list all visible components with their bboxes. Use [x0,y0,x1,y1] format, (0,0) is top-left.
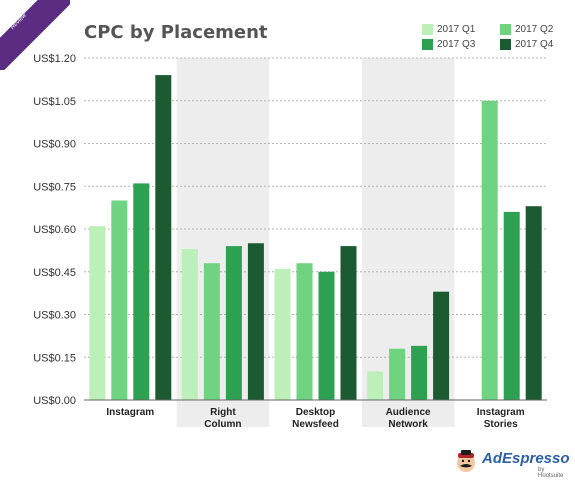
x-tick-label-line: Newsfeed [292,419,339,430]
mascot-icon [457,450,475,472]
bar [389,348,406,400]
y-tick-label: US$0.30 [33,310,76,322]
y-tick-label: US$0.90 [33,139,76,151]
legend-swatch-q3 [422,39,433,50]
y-tick-label: US$1.20 [33,53,76,65]
legend-item-q4: 2017 Q4 [500,39,562,50]
x-tick-label-line: Stories [484,419,518,430]
bar [411,345,428,400]
adespresso-logo: AdEspresso by Hootsuite [454,448,570,479]
x-tick-label: Instagram [106,407,154,418]
legend-item-q2: 2017 Q2 [500,24,562,35]
bar [89,226,106,400]
legend-swatch-q4 [500,39,511,50]
legend-label-q3: 2017 Q3 [437,39,476,50]
y-tick-label: US$0.45 [33,267,76,279]
bar [274,268,291,400]
legend-item-q1: 2017 Q1 [422,24,500,35]
bar [225,246,242,400]
x-tick-label-line: Desktop [296,407,335,418]
x-tick-label: Right Column [204,407,241,430]
legend-label-q4: 2017 Q4 [515,39,554,50]
chart-legend: 2017 Q1 2017 Q2 2017 Q3 2017 Q4 [422,24,562,50]
x-tick-label-line: Right [210,407,236,418]
x-tick-label-line: Network [388,419,428,430]
y-tick-label: US$1.05 [33,96,76,108]
bar [481,100,498,400]
bar [111,200,128,400]
legend-item-q3: 2017 Q3 [422,39,500,50]
bar [340,246,357,400]
logo-wordmark: AdEspresso [482,450,570,467]
logo-byline: by Hootsuite [538,467,564,479]
bar [181,248,198,400]
x-tick-label-line: Column [204,419,241,430]
x-tick-label: Instagram Stories [477,407,525,430]
bar [525,206,542,400]
bar [133,183,150,400]
bar [318,271,335,400]
y-tick-label: US$0.75 [33,181,76,193]
chart-title: CPC by Placement [84,22,268,43]
x-tick-label-line: Audience [386,407,431,418]
legend-label-q2: 2017 Q2 [515,24,554,35]
bar [155,75,172,400]
bar [247,243,264,400]
bar [367,371,384,400]
x-tick-label-line: Instagram [106,407,154,418]
legend-label-q1: 2017 Q1 [437,24,476,35]
y-tick-label: US$0.60 [33,224,76,236]
legend-swatch-q2 [500,24,511,35]
x-tick-label: Desktop Newsfeed [292,407,339,430]
x-tick-label-line: Instagram [477,407,525,418]
y-tick-label: US$0.00 [33,395,76,407]
x-tick-label: Audience Network [386,407,431,430]
bar [503,211,520,400]
legend-swatch-q1 [422,24,433,35]
y-tick-label: US$0.15 [33,352,76,364]
bar [433,291,450,400]
bar [296,263,313,400]
bar [203,263,220,400]
